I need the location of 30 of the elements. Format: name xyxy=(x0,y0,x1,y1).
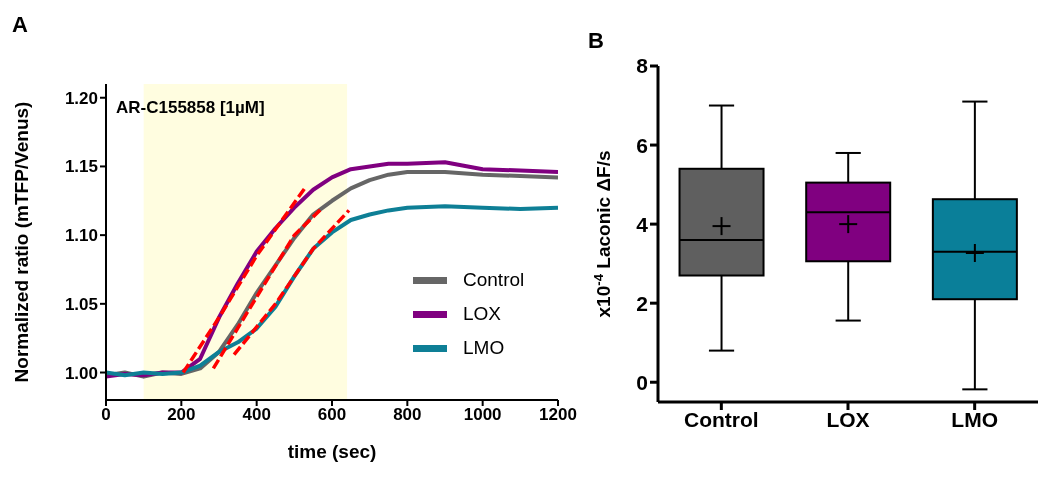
y-tick-label: 0 xyxy=(636,370,648,394)
y-tick-label: 1.20 xyxy=(64,88,98,108)
legend-label: Control xyxy=(463,269,525,291)
legend-label: LMO xyxy=(463,337,505,359)
y-tick-label: 1.10 xyxy=(64,226,98,246)
x-tick-label: 200 xyxy=(167,405,196,425)
line-series xyxy=(181,185,308,375)
x-tick-label: 600 xyxy=(317,405,347,425)
x-tick-label: Control xyxy=(684,407,759,431)
y-tick-label: 8 xyxy=(636,54,649,78)
x-tick-label: 800 xyxy=(393,405,422,425)
annotation: AR-C155858 [1µM] xyxy=(116,98,265,118)
x-axis-title: time (sec) xyxy=(287,441,377,462)
y-tick-label: 4 xyxy=(636,212,649,236)
y-tick-label: 1.00 xyxy=(64,363,98,383)
y-tick-label: 1.15 xyxy=(64,157,98,177)
x-tick-label: 1000 xyxy=(463,405,502,425)
x-tick-label: LMO xyxy=(951,407,998,431)
line-series xyxy=(232,208,351,357)
x-tick-label: 0 xyxy=(101,405,111,425)
legend-label: LOX xyxy=(463,303,502,325)
x-tick-label: LOX xyxy=(826,407,870,431)
x-tick-label: 1200 xyxy=(539,405,577,425)
y-tick-label: 1.05 xyxy=(64,294,98,314)
x-tick-label: 400 xyxy=(242,405,271,425)
y-axis-title: Normalized ratio (mTFP/Venus) xyxy=(11,101,32,383)
chart-title: B xyxy=(588,28,604,54)
y-tick-label: 2 xyxy=(636,291,648,315)
y-tick-label: 6 xyxy=(636,133,648,157)
chart-title: A xyxy=(12,12,28,38)
